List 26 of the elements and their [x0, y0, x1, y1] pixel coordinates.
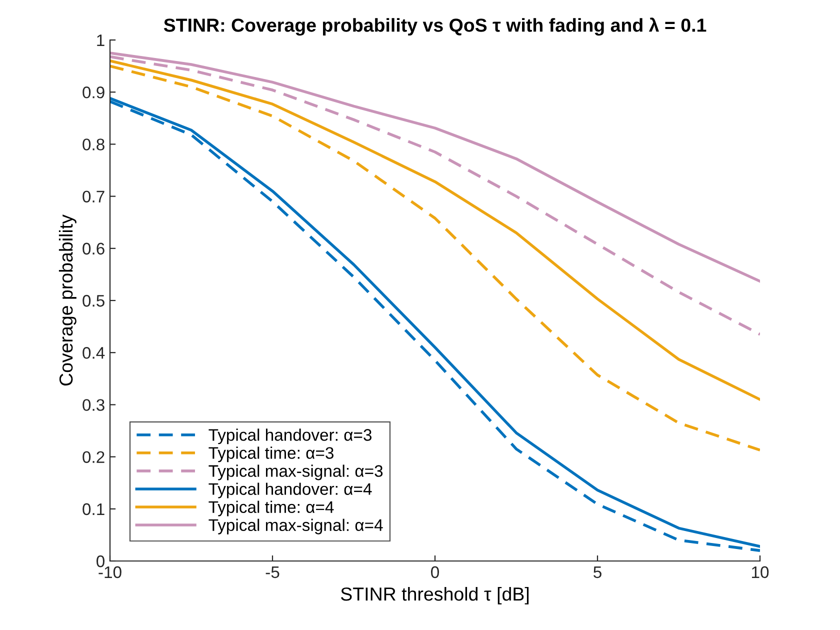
legend-label: Typical max-signal: α=4: [208, 518, 383, 534]
y-tick-label: 0.8: [82, 138, 104, 150]
y-axis-title: Coverage probability: [58, 214, 76, 386]
x-tick-label: 5: [594, 566, 602, 578]
y-tick-label: 0.4: [82, 347, 105, 359]
y-tick-label: 0.6: [82, 242, 104, 255]
line-series: [110, 55, 760, 336]
legend-label: Typical handover: α=4: [208, 482, 372, 498]
x-tick-label: 10: [752, 566, 769, 578]
y-tick-label: 0.9: [82, 86, 104, 98]
y-tick-label: 0: [96, 555, 104, 568]
y-tick-label: 0.7: [82, 190, 104, 203]
x-tick-label: -10: [98, 566, 122, 578]
x-axis-title: STINR threshold τ [dB]: [340, 586, 529, 604]
x-tick-label: 0: [431, 566, 439, 578]
y-tick-label: 1: [97, 34, 104, 46]
y-tick-label: 0.5: [82, 294, 104, 307]
legend-label: Typical handover: α=3: [208, 428, 372, 444]
chart-title: STINR: Coverage probability vs QoS τ with fading and λ = 0.1: [164, 18, 706, 36]
y-tick-label: 0.2: [82, 451, 104, 464]
legend-label: Typical time: α=3: [208, 446, 334, 462]
x-tick-label: -5: [266, 566, 280, 578]
legend-label: Typical time: α=4: [208, 500, 334, 516]
legend-label: Typical max-signal: α=3: [208, 464, 383, 480]
y-tick-label: 0.3: [82, 399, 104, 411]
y-tick-label: 0.1: [82, 503, 104, 516]
